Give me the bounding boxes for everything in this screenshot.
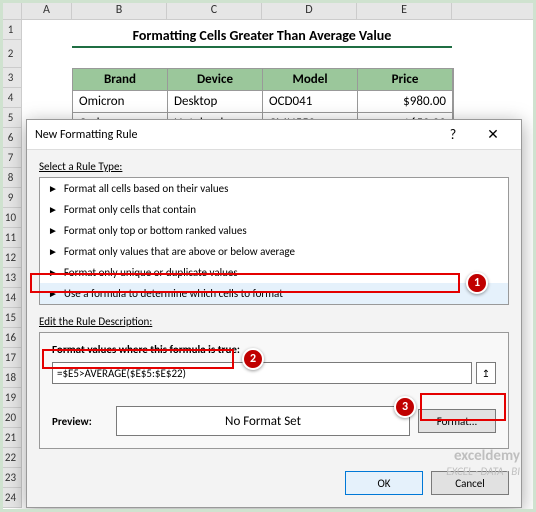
- row-header[interactable]: 17: [0, 348, 22, 368]
- row-header[interactable]: 19: [0, 388, 22, 408]
- cell-device[interactable]: Desktop: [168, 91, 263, 113]
- dialog-title: New Formatting Rule: [35, 128, 433, 142]
- table-header[interactable]: Model: [263, 69, 358, 91]
- rule-type-item-selected[interactable]: ► Use a formula to determine which cells …: [40, 283, 508, 304]
- row-header[interactable]: 9: [0, 188, 22, 208]
- rule-type-label: Format only values that are above or bel…: [64, 245, 295, 258]
- callout-3: 3: [394, 396, 416, 418]
- cell-brand[interactable]: Omicron: [73, 91, 168, 113]
- col-header-a[interactable]: A: [22, 0, 72, 19]
- close-button[interactable]: ✕: [473, 121, 513, 149]
- edit-rule-description-label: Edit the Rule Description:: [39, 315, 509, 328]
- row-header[interactable]: 4: [0, 88, 22, 108]
- row-header[interactable]: 6: [0, 128, 22, 148]
- rule-type-label: Format all cells based on their values: [64, 182, 229, 195]
- row-header[interactable]: 22: [0, 448, 22, 468]
- callout-2: 2: [242, 348, 264, 370]
- cell-model[interactable]: OCD041: [263, 91, 358, 113]
- arrow-icon: ►: [48, 224, 58, 237]
- row-header[interactable]: 1: [0, 20, 22, 40]
- table-header[interactable]: Device: [168, 69, 263, 91]
- table-row: Omicron Desktop OCD041 $980.00: [73, 91, 453, 113]
- dialog-titlebar[interactable]: New Formatting Rule ? ✕: [27, 120, 521, 150]
- callout-1: 1: [466, 272, 488, 294]
- row-header[interactable]: 3: [0, 68, 22, 88]
- row-header[interactable]: 20: [0, 408, 22, 428]
- row-header[interactable]: 13: [0, 268, 22, 288]
- row-header[interactable]: 15: [0, 308, 22, 328]
- arrow-icon: ►: [48, 203, 58, 216]
- row-header[interactable]: 16: [0, 328, 22, 348]
- arrow-icon: ►: [48, 245, 58, 258]
- page-title: Formatting Cells Greater Than Average Va…: [72, 24, 452, 48]
- dialog-footer: OK Cancel: [27, 461, 521, 507]
- spreadsheet-area: A B C D E 1 2 3 4 5 6 7 8 9 10 11 12 13 …: [0, 0, 536, 20]
- row-header[interactable]: 23: [0, 468, 22, 488]
- rule-type-item[interactable]: ► Format all cells based on their values: [40, 178, 508, 199]
- col-header-c[interactable]: C: [167, 0, 262, 19]
- row-header[interactable]: 7: [0, 148, 22, 168]
- row-header[interactable]: 24: [0, 488, 22, 508]
- select-all-corner[interactable]: [0, 0, 22, 19]
- row-header[interactable]: 14: [0, 288, 22, 308]
- rule-type-label: Format only cells that contain: [64, 203, 196, 216]
- row-header[interactable]: 21: [0, 428, 22, 448]
- cell-price[interactable]: $980.00: [358, 91, 453, 113]
- row-header[interactable]: 18: [0, 368, 22, 388]
- help-button[interactable]: ?: [433, 121, 473, 149]
- select-rule-type-label: Select a Rule Type:: [39, 160, 509, 173]
- table-header[interactable]: Brand: [73, 69, 168, 91]
- row-header[interactable]: 8: [0, 168, 22, 188]
- formula-label: Format values where this formula is true…: [52, 343, 496, 356]
- row-header[interactable]: 2: [0, 40, 22, 68]
- arrow-icon: ►: [48, 287, 58, 300]
- arrow-icon: ►: [48, 182, 58, 195]
- close-icon: ✕: [487, 126, 499, 143]
- rule-type-label: Format only unique or duplicate values: [64, 266, 238, 279]
- table-header[interactable]: Price: [358, 69, 453, 91]
- format-preview: No Format Set: [116, 406, 410, 436]
- row-header[interactable]: 10: [0, 208, 22, 228]
- range-selector-button[interactable]: ↥: [476, 362, 496, 384]
- col-header-e[interactable]: E: [357, 0, 452, 19]
- rule-type-label: Format only top or bottom ranked values: [64, 224, 247, 237]
- row-header[interactable]: 11: [0, 228, 22, 248]
- rule-type-label: Use a formula to determine which cells t…: [64, 287, 283, 300]
- row-header[interactable]: 12: [0, 248, 22, 268]
- preview-label: Preview:: [52, 415, 108, 428]
- col-header-d[interactable]: D: [262, 0, 357, 19]
- row-headers: 1 2 3 4 5 6 7 8 9 10 11 12 13 14 15 16 1…: [0, 20, 22, 508]
- row-header[interactable]: 5: [0, 108, 22, 128]
- collapse-icon: ↥: [482, 367, 490, 380]
- new-formatting-rule-dialog: New Formatting Rule ? ✕ Select a Rule Ty…: [26, 119, 522, 508]
- rule-type-item[interactable]: ► Format only unique or duplicate values: [40, 262, 508, 283]
- arrow-icon: ►: [48, 266, 58, 279]
- rule-description-box: Format values where this formula is true…: [39, 332, 509, 449]
- col-header-b[interactable]: B: [72, 0, 167, 19]
- cancel-button[interactable]: Cancel: [431, 471, 509, 495]
- ok-button[interactable]: OK: [345, 471, 423, 495]
- rule-type-item[interactable]: ► Format only values that are above or be…: [40, 241, 508, 262]
- rule-type-item[interactable]: ► Format only cells that contain: [40, 199, 508, 220]
- rule-type-item[interactable]: ► Format only top or bottom ranked values: [40, 220, 508, 241]
- rule-type-list[interactable]: ►Format all cells based on their values …: [39, 177, 509, 305]
- format-button[interactable]: Format...: [418, 409, 496, 433]
- column-headers: A B C D E: [0, 0, 536, 20]
